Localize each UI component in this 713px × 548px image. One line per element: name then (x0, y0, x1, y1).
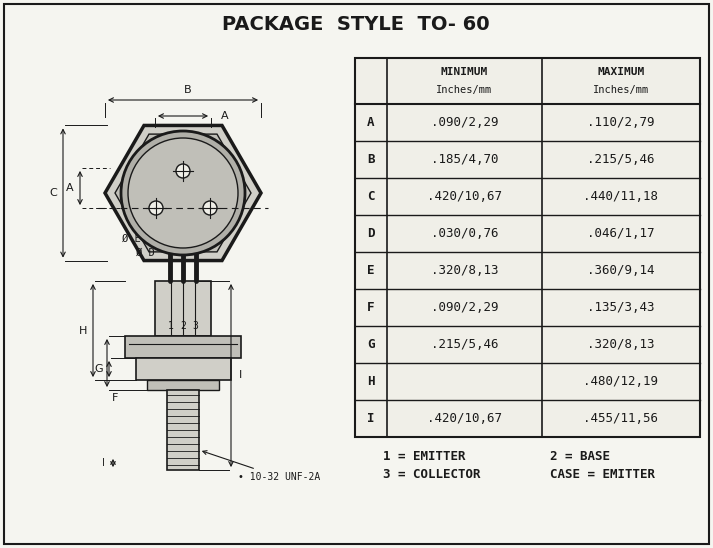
Text: .320/8,13: .320/8,13 (588, 338, 655, 351)
Text: .360/9,14: .360/9,14 (588, 264, 655, 277)
Circle shape (121, 131, 245, 255)
Bar (167, 390, 199, 470)
Text: B: B (367, 153, 375, 166)
Text: .110/2,79: .110/2,79 (588, 116, 655, 129)
Text: F: F (112, 393, 118, 403)
Text: C: C (49, 188, 57, 198)
Text: .030/0,76: .030/0,76 (431, 227, 498, 240)
Text: MAXIMUM: MAXIMUM (597, 67, 645, 77)
Text: 1 = EMITTER: 1 = EMITTER (383, 450, 466, 464)
Text: .455/11,56: .455/11,56 (583, 412, 659, 425)
Text: I: I (101, 458, 104, 468)
Text: I: I (367, 412, 375, 425)
Text: Ø E: Ø E (122, 234, 140, 244)
Text: Inches/mm: Inches/mm (436, 85, 493, 95)
Text: Inches/mm: Inches/mm (593, 85, 649, 95)
Text: .185/4,70: .185/4,70 (431, 153, 498, 166)
Polygon shape (115, 134, 251, 252)
Text: • 10-32 UNF-2A: • 10-32 UNF-2A (202, 450, 320, 482)
Text: 3 = COLLECTOR: 3 = COLLECTOR (383, 469, 481, 482)
Text: A: A (66, 183, 74, 193)
Text: .046/1,17: .046/1,17 (588, 227, 655, 240)
Text: .215/5,46: .215/5,46 (588, 153, 655, 166)
Text: F: F (367, 301, 375, 314)
Text: G: G (367, 338, 375, 351)
Text: 1: 1 (168, 321, 174, 331)
Text: PACKAGE  STYLE  TO- 60: PACKAGE STYLE TO- 60 (222, 14, 490, 33)
Text: CASE = EMITTER: CASE = EMITTER (550, 469, 655, 482)
Text: .440/11,18: .440/11,18 (583, 190, 659, 203)
Text: I: I (240, 370, 242, 380)
Text: 2 = BASE: 2 = BASE (550, 450, 610, 464)
Text: H: H (367, 375, 375, 388)
Text: .420/10,67: .420/10,67 (427, 190, 502, 203)
Text: .090/2,29: .090/2,29 (431, 301, 498, 314)
Circle shape (149, 201, 163, 215)
Text: 2: 2 (180, 321, 186, 331)
Polygon shape (105, 125, 261, 260)
Text: B: B (184, 85, 192, 95)
Text: .135/3,43: .135/3,43 (588, 301, 655, 314)
Text: G: G (95, 364, 103, 374)
Bar (147, 380, 219, 390)
Bar (355, 58, 700, 437)
Text: H: H (79, 326, 87, 335)
Text: A: A (367, 116, 375, 129)
Text: .090/2,29: .090/2,29 (431, 116, 498, 129)
Text: Ø D: Ø D (135, 248, 155, 258)
Text: E: E (367, 264, 375, 277)
Text: .480/12,19: .480/12,19 (583, 375, 659, 388)
Bar (135, 358, 230, 380)
Circle shape (176, 164, 190, 178)
Text: C: C (367, 190, 375, 203)
Text: MINIMUM: MINIMUM (441, 67, 488, 77)
Text: .420/10,67: .420/10,67 (427, 412, 502, 425)
Text: A: A (221, 111, 229, 121)
Text: 3: 3 (192, 321, 198, 331)
Circle shape (203, 201, 217, 215)
Bar (125, 336, 241, 358)
Text: D: D (367, 227, 375, 240)
Text: .320/8,13: .320/8,13 (431, 264, 498, 277)
Circle shape (128, 138, 238, 248)
Text: .215/5,46: .215/5,46 (431, 338, 498, 351)
Bar (155, 281, 211, 336)
